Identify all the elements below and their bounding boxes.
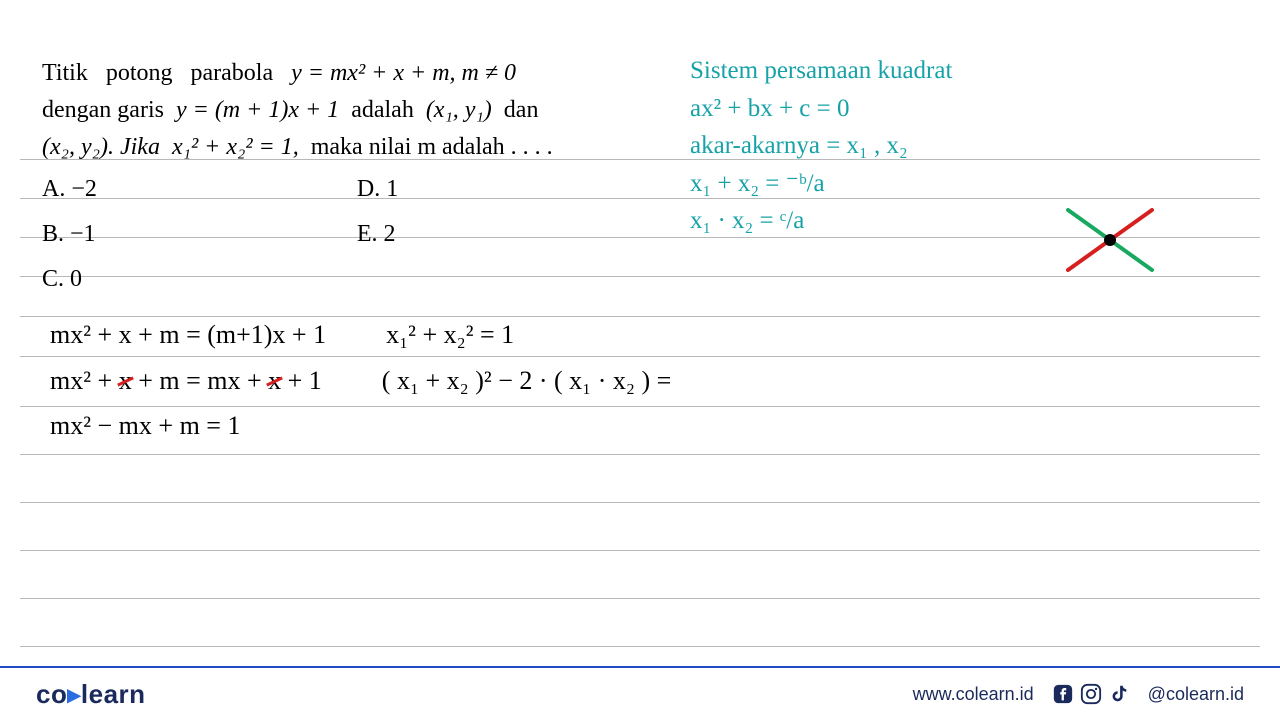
option-c: C. 0	[42, 261, 97, 298]
options: A. −2 B. −1 C. 0 D. 1 E. 2	[42, 171, 652, 299]
footer: co▸learn www.colearn.id @colearn.id	[0, 666, 1280, 720]
work-line: mx² + x + m = (m+1)x + 1	[50, 312, 326, 358]
option-a: A. −2	[42, 171, 97, 208]
problem-word: maka nilai m adalah . . . .	[311, 134, 553, 160]
logo: co▸learn	[36, 679, 146, 710]
cross-mark-icon	[1060, 200, 1160, 280]
strike-x-icon: x	[268, 366, 281, 395]
work-line: x₁² + x₂² = 1	[386, 312, 514, 358]
problem-word: dan	[504, 97, 539, 123]
social-icons	[1052, 683, 1130, 705]
problem-text: Titik potong parabola y = mx² + x + m, m…	[42, 55, 652, 298]
side-title: Sistem persamaan kuadrat	[690, 52, 952, 90]
side-sum: x₁ + x₂ = ⁻ᵇ/a	[690, 165, 952, 203]
option-b: B. −1	[42, 216, 97, 253]
logo-arrow-icon: ▸	[67, 679, 81, 709]
page-container: Titik potong parabola y = mx² + x + m, m…	[0, 0, 1280, 720]
side-eq: ax² + bx + c = 0	[690, 90, 952, 128]
work-line: ( x₁ + x₂ )² − 2 · ( x₁ · x₂ ) =	[382, 358, 672, 404]
work-line: mx² + x + m = mx + x + 1	[50, 358, 322, 404]
footer-url: www.colearn.id	[913, 684, 1034, 705]
side-roots: akar-akarnya = x₁ , x₂	[690, 127, 952, 165]
footer-right: www.colearn.id @colearn.id	[913, 683, 1244, 705]
problem-equation: y = (m + 1)x + 1	[176, 97, 339, 123]
problem-word: parabola	[191, 60, 274, 86]
logo-learn: learn	[81, 679, 146, 709]
option-d: D. 1	[357, 171, 398, 208]
problem-word: dengan garis	[42, 97, 164, 123]
side-notes: Sistem persamaan kuadrat ax² + bx + c = …	[690, 52, 952, 240]
handwritten-work: mx² + x + m = (m+1)x + 1 x₁² + x₂² = 1 m…	[50, 312, 671, 449]
problem-word: potong	[106, 60, 173, 86]
side-prod: x₁ · x₂ = ᶜ/a	[690, 202, 952, 240]
problem-equation: x₁² + x₂² = 1,	[172, 134, 299, 160]
problem-word: Titik	[42, 60, 88, 86]
facebook-icon	[1052, 683, 1074, 705]
footer-handle: @colearn.id	[1148, 684, 1244, 705]
problem-equation: y = mx² + x + m, m ≠ 0	[291, 60, 516, 86]
option-e: E. 2	[357, 216, 398, 253]
problem-equation: (x₁, y₁)	[426, 97, 492, 123]
work-line: mx² − mx + m = 1	[50, 403, 240, 449]
tiktok-icon	[1108, 683, 1130, 705]
logo-co: co	[36, 679, 67, 709]
problem-word: adalah	[351, 97, 414, 123]
instagram-icon	[1080, 683, 1102, 705]
problem-equation: (x₂, y₂). Jika	[42, 134, 160, 160]
strike-x-icon: x	[119, 366, 132, 395]
